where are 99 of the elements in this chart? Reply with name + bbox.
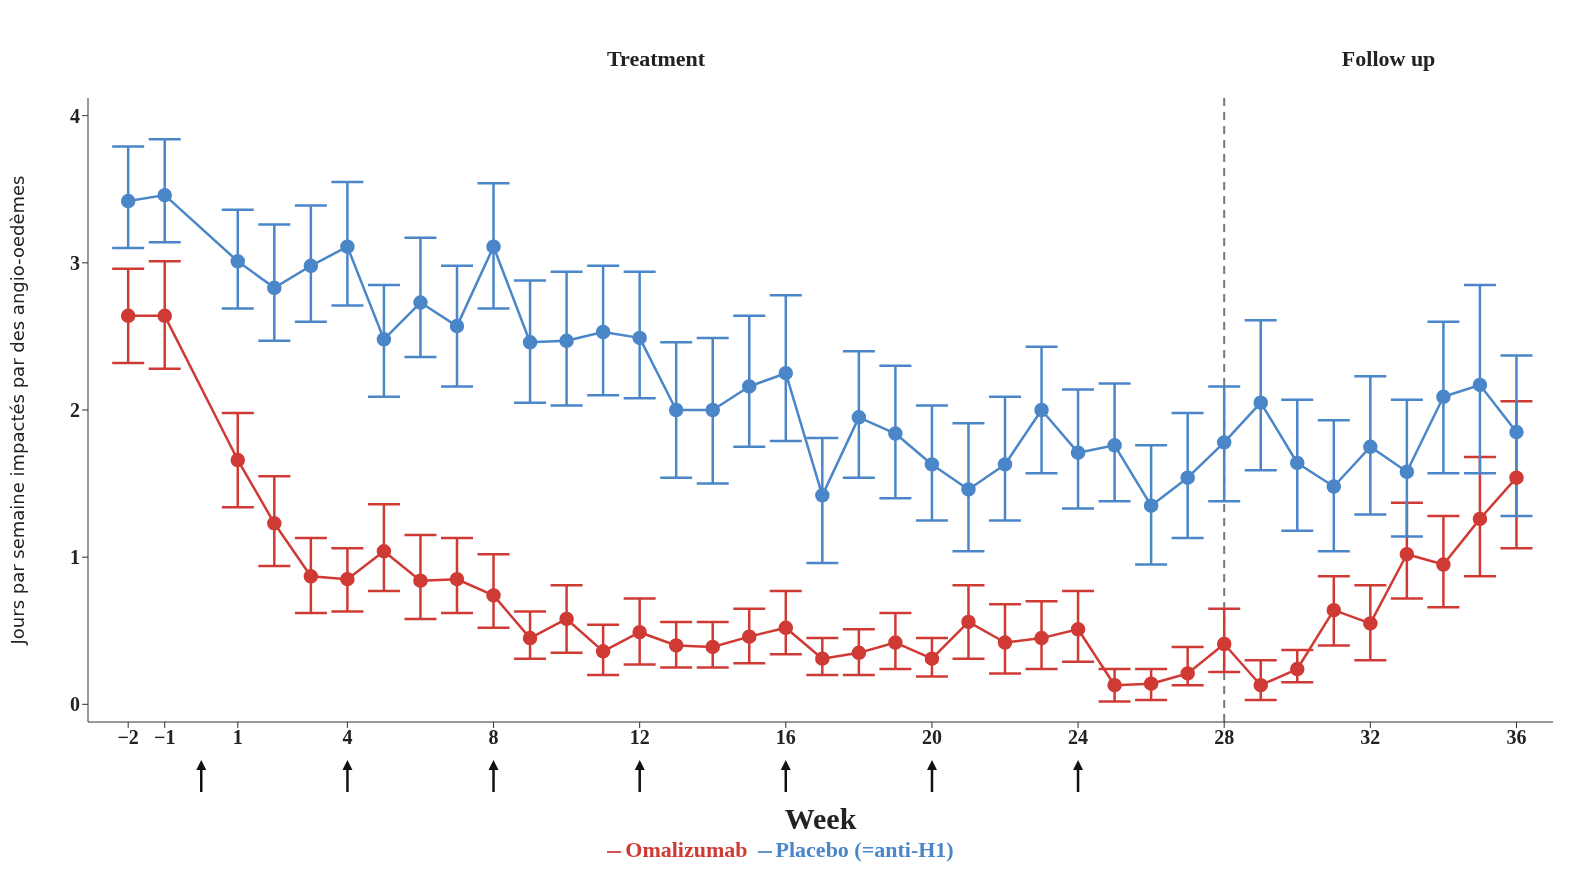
point (668, 638, 684, 653)
point (924, 457, 940, 472)
point (1399, 464, 1415, 480)
point (815, 488, 830, 503)
point (1509, 424, 1524, 440)
point (230, 452, 246, 468)
point (1180, 666, 1195, 681)
point (559, 333, 574, 349)
point (1290, 455, 1305, 471)
x-axis-title: Week (784, 802, 857, 835)
point (120, 308, 136, 324)
y-tick-label: 3 (70, 251, 80, 274)
point (230, 254, 246, 269)
point (340, 239, 355, 254)
x-tick-label: 4 (342, 726, 353, 749)
point (1216, 636, 1232, 652)
point (1509, 470, 1524, 485)
point (486, 239, 501, 254)
point (997, 457, 1013, 472)
point (376, 332, 392, 347)
point (1070, 445, 1086, 460)
point (1143, 676, 1159, 691)
point (1363, 439, 1378, 455)
point (267, 280, 282, 296)
x-tick-label: 32 (1360, 726, 1381, 749)
point (157, 308, 172, 324)
point (1436, 389, 1451, 405)
point (924, 651, 940, 666)
point (851, 410, 867, 425)
point (1143, 498, 1159, 513)
point (595, 324, 611, 340)
point (1253, 677, 1268, 693)
x-tick-label: 20 (921, 726, 942, 749)
point (486, 588, 501, 603)
point (632, 624, 647, 640)
point (1472, 377, 1488, 393)
point (1034, 402, 1049, 418)
x-tick-label: −2 (117, 726, 139, 749)
x-tick-label: −1 (154, 726, 176, 749)
y-tick-label: 1 (70, 546, 80, 569)
y-axis-title: Jours par semaine impactés par des angio-oedèmes (7, 175, 29, 646)
point (522, 335, 538, 350)
point (303, 569, 319, 584)
point (376, 544, 392, 559)
point (267, 516, 282, 531)
point (449, 572, 465, 587)
point (888, 426, 903, 441)
x-tick-label: 16 (775, 726, 796, 749)
point (1472, 511, 1488, 527)
point (1399, 546, 1415, 562)
x-tick-label: 36 (1506, 726, 1527, 749)
point (303, 258, 319, 274)
point (413, 573, 428, 588)
point (1034, 630, 1049, 646)
x-tick-label: 1 (232, 726, 243, 749)
point (1326, 602, 1342, 618)
text: Follow up (1341, 46, 1436, 72)
point (742, 629, 757, 644)
point (413, 295, 428, 310)
x-tick-label: 8 (488, 726, 499, 749)
point (1253, 395, 1268, 410)
point (120, 193, 136, 209)
point (1290, 661, 1305, 677)
legend-label: Omalizumab (625, 837, 748, 862)
point (595, 644, 611, 659)
point (1436, 557, 1451, 572)
point (1107, 677, 1122, 693)
point (1107, 438, 1122, 453)
point (742, 379, 757, 394)
point (1180, 470, 1195, 485)
point (705, 639, 720, 655)
y-tick-label: 4 (70, 104, 80, 127)
point (961, 614, 976, 630)
point (705, 402, 720, 418)
point (668, 402, 684, 418)
legend-label: Placebo (=anti-H1) (775, 837, 954, 862)
point (1070, 622, 1086, 637)
text: Treatment (607, 46, 706, 72)
point (888, 635, 903, 650)
point (559, 611, 574, 627)
point (1363, 616, 1378, 631)
x-tick-label: 12 (629, 726, 650, 749)
y-tick-label: 2 (70, 399, 80, 422)
point (961, 482, 976, 497)
point (340, 572, 355, 587)
point (1216, 435, 1232, 450)
point (522, 630, 538, 646)
x-tick-label: 24 (1068, 726, 1089, 749)
x-tick-label: 28 (1214, 726, 1235, 749)
point (815, 651, 830, 666)
point (449, 318, 465, 334)
point (997, 635, 1013, 650)
point (851, 645, 867, 661)
point (1326, 479, 1342, 494)
point (157, 187, 172, 203)
point (632, 330, 647, 346)
point (778, 365, 794, 381)
y-tick-label: 0 (70, 693, 80, 716)
point (778, 620, 794, 636)
